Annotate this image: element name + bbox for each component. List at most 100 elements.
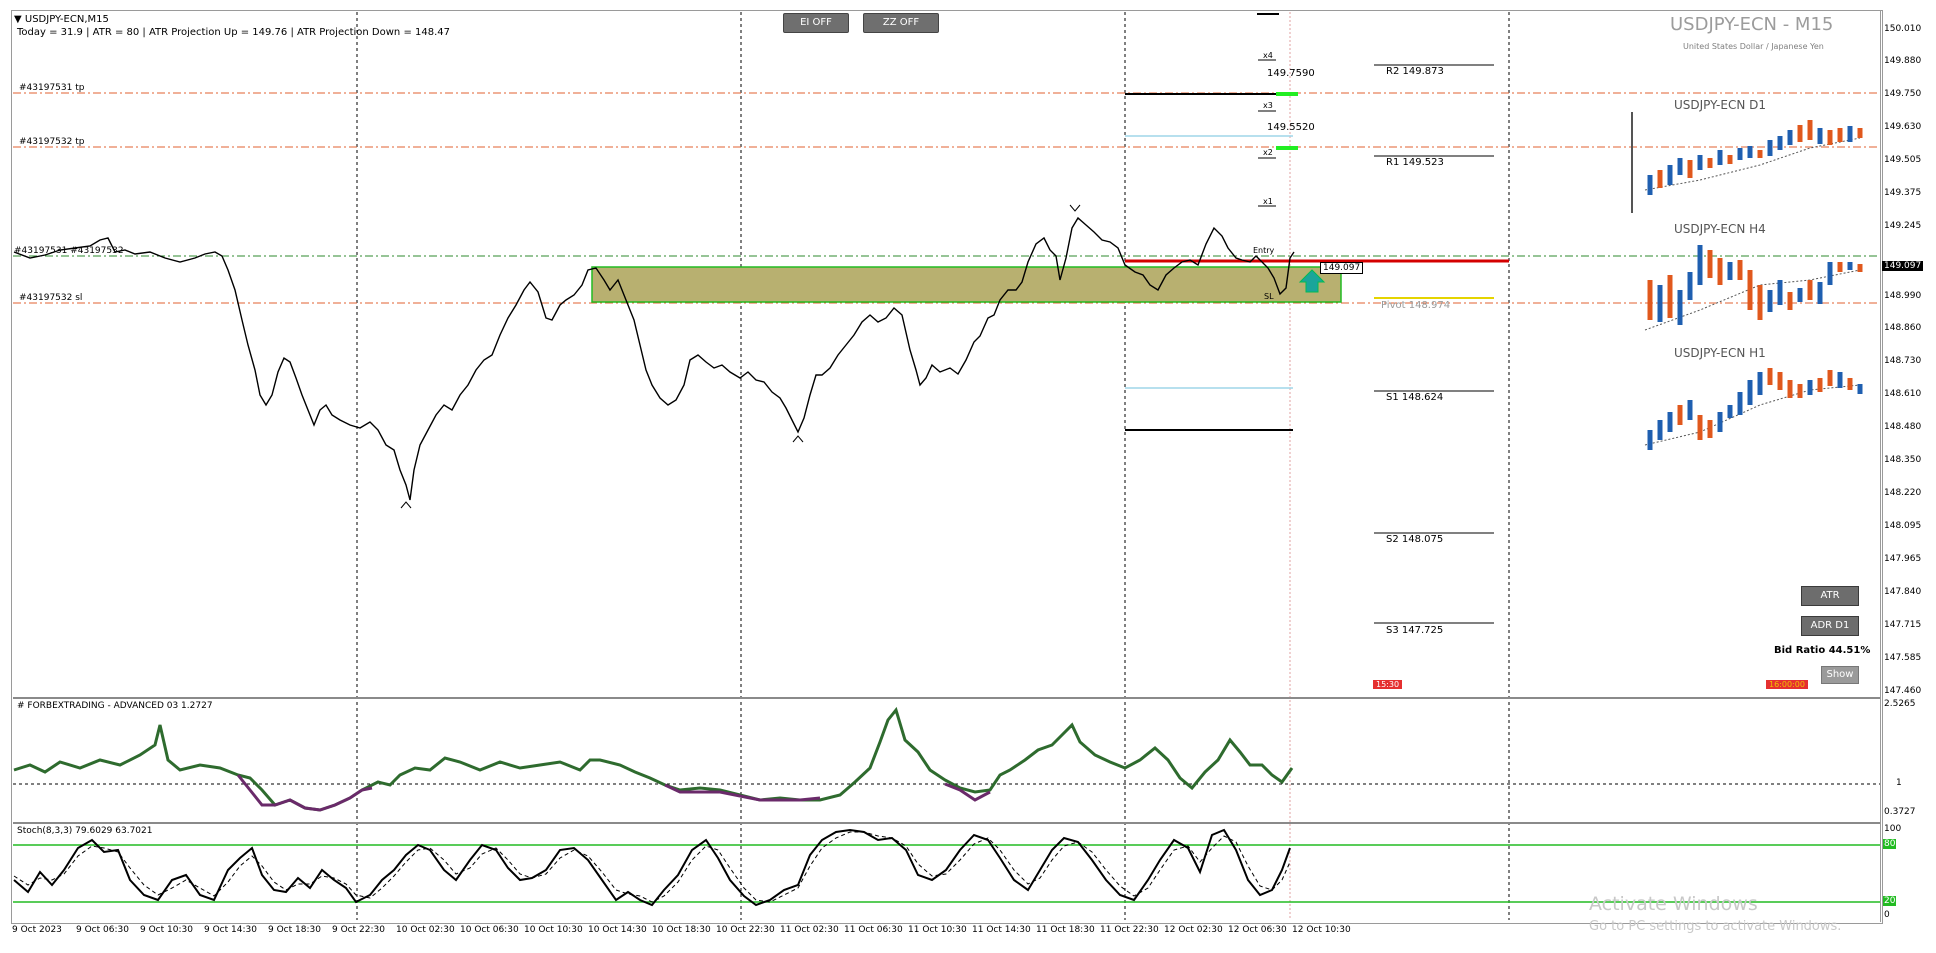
price-tick: 148.350 — [1884, 455, 1922, 465]
stoch-signal-line — [13, 831, 1291, 903]
indicator2-pane-border — [13, 822, 1880, 824]
zz-off-button[interactable]: ZZ OFF — [863, 13, 939, 33]
target-x3-value: 149.5520 — [1267, 122, 1315, 133]
price-tick: 147.840 — [1884, 587, 1922, 597]
price-tick: 150.010 — [1884, 24, 1922, 34]
indicator1-title: # FORBEXTRADING - ADVANCED 03 1.2727 — [17, 701, 213, 711]
time-tick: 12 Oct 10:30 — [1292, 925, 1351, 935]
chart-subtitle: United States Dollar / Japanese Yen — [1683, 42, 1824, 51]
symbol-label: USDJPY-ECN,M15 — [24, 14, 109, 25]
order-tp2-label: #43197532 tp — [19, 137, 85, 147]
symbol-menu[interactable]: ▼ USDJPY-ECN,M15 — [14, 14, 109, 25]
price-tick: 148.610 — [1884, 389, 1922, 399]
indicator1-axis-max: 2.5265 — [1884, 699, 1916, 709]
target-x4-value: 149.7590 — [1267, 68, 1315, 79]
stoch-axis-80: 80 — [1883, 839, 1897, 849]
atr-button[interactable]: ATR — [1801, 586, 1859, 606]
atr-info: Today = 31.9 | ATR = 80 | ATR Projection… — [17, 27, 450, 38]
time-tick: 9 Oct 10:30 — [140, 925, 193, 935]
price-tick: 148.480 — [1884, 422, 1922, 432]
activation-watermark-title: Activate Windows — [1589, 893, 1758, 915]
show-button[interactable]: Show — [1821, 666, 1859, 684]
r1-label: R1 149.523 — [1386, 157, 1444, 168]
indicator1-line — [13, 706, 1294, 812]
current-price-box: 149.097 — [1320, 262, 1364, 274]
time-tick: 10 Oct 02:30 — [396, 925, 455, 935]
target-x3-label: x3 — [1263, 101, 1273, 110]
time-tick: 9 Oct 06:30 — [76, 925, 129, 935]
chart-title: USDJPY-ECN - M15 — [1670, 14, 1834, 35]
price-tick: 149.630 — [1884, 122, 1922, 132]
time-tick: 9 Oct 14:30 — [204, 925, 257, 935]
indicator1-pane-border — [13, 697, 1880, 699]
target-x4-label: x4 — [1263, 51, 1273, 60]
entry-marker-label: Entry — [1253, 246, 1275, 255]
target-x1-label: x1 — [1263, 197, 1273, 206]
fractal-markers — [400, 204, 1081, 509]
supply-demand-zone — [591, 266, 1342, 303]
time-tick: 11 Oct 18:30 — [1036, 925, 1095, 935]
time-tick: 12 Oct 02:30 — [1164, 925, 1223, 935]
sl-marker-label: SL — [1264, 292, 1274, 301]
price-tick: 147.460 — [1884, 686, 1922, 696]
price-tick: 149.245 — [1884, 221, 1922, 231]
time-tick: 11 Oct 22:30 — [1100, 925, 1159, 935]
time-tick: 10 Oct 10:30 — [524, 925, 583, 935]
adr-d1-button[interactable]: ADR D1 — [1801, 616, 1859, 636]
time-tick: 12 Oct 06:30 — [1228, 925, 1287, 935]
order-tp1-label: #43197531 tp — [19, 83, 85, 93]
time-tick: 11 Oct 02:30 — [780, 925, 839, 935]
time-tick: 9 Oct 22:30 — [332, 925, 385, 935]
pivot-label: Pivot 148.974 — [1381, 300, 1451, 311]
price-tick: 149.880 — [1884, 56, 1922, 66]
time-tick: 10 Oct 14:30 — [588, 925, 647, 935]
indicator1-down-segments — [236, 774, 991, 812]
pivot-lines — [1374, 64, 1494, 624]
time-tick: 9 Oct 2023 — [12, 925, 62, 935]
stoch-axis-20: 20 — [1883, 896, 1897, 906]
price-tick: 149.505 — [1884, 155, 1922, 165]
order-sl-label: #43197532 sl — [19, 293, 83, 303]
order-entry-label: #43197531 #43197532 — [14, 246, 124, 256]
s1-label: S1 148.624 — [1386, 392, 1444, 403]
time-tick: 9 Oct 18:30 — [268, 925, 321, 935]
time-tick: 10 Oct 22:30 — [716, 925, 775, 935]
stoch-axis-0: 0 — [1884, 910, 1890, 920]
ei-off-button[interactable]: EI OFF — [783, 13, 849, 33]
mini-chart-d1 — [1631, 112, 1863, 213]
s2-label: S2 148.075 — [1386, 534, 1444, 545]
time-tick: 10 Oct 06:30 — [460, 925, 519, 935]
time-tick: 11 Oct 14:30 — [972, 925, 1031, 935]
chart-window — [11, 10, 1883, 924]
price-axis-border — [1880, 10, 1881, 922]
indicator2-title: Stoch(8,3,3) 79.6029 63.7021 — [17, 826, 153, 836]
price-tick: 148.095 — [1884, 521, 1922, 531]
time-tick: 10 Oct 18:30 — [652, 925, 711, 935]
target-x2-label: x2 — [1263, 148, 1273, 157]
mini-chart-d1-title: USDJPY-ECN D1 — [1674, 98, 1767, 112]
price-tick: 147.715 — [1884, 620, 1922, 630]
mini-chart-h4 — [1644, 245, 1863, 331]
s3-label: S3 147.725 — [1386, 625, 1444, 636]
price-tick: 149.375 — [1884, 188, 1922, 198]
order-lines — [13, 92, 1880, 304]
r2-label: R2 149.873 — [1386, 66, 1444, 77]
price-series — [13, 216, 1295, 501]
bid-ratio: Bid Ratio 44.51% — [1774, 645, 1871, 656]
price-tick: 147.965 — [1884, 554, 1922, 564]
indicator1-axis-min: 0.3727 — [1884, 807, 1916, 817]
stoch-axis-100: 100 — [1884, 824, 1902, 834]
current-price-tag: 149.097 — [1882, 261, 1924, 271]
mini-chart-h1 — [1644, 368, 1863, 450]
price-tick: 148.860 — [1884, 323, 1922, 333]
price-tick: 147.585 — [1884, 653, 1922, 663]
indicator1-axis-mid: 1 — [1896, 778, 1902, 788]
time-tick: 11 Oct 10:30 — [908, 925, 967, 935]
buy-arrow-icon — [1298, 269, 1326, 293]
stoch-main-line — [13, 828, 1291, 907]
price-tick: 149.750 — [1884, 89, 1922, 99]
price-tick: 148.220 — [1884, 488, 1922, 498]
time-tick: 11 Oct 06:30 — [844, 925, 903, 935]
time-tag-right: 16:00:00 — [1766, 680, 1808, 689]
